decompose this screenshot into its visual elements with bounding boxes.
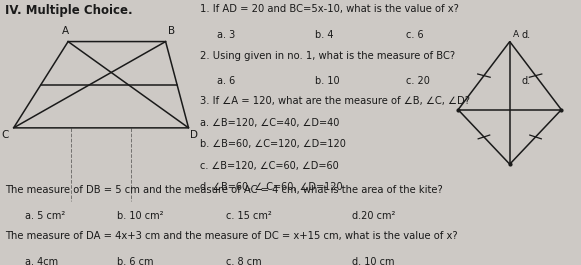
Text: B: B <box>168 26 175 36</box>
Text: a. 6: a. 6 <box>217 76 235 86</box>
Text: a. ∠B=120, ∠C=40, ∠D=40: a. ∠B=120, ∠C=40, ∠D=40 <box>200 118 339 128</box>
Text: C: C <box>1 130 9 140</box>
Text: IV. Multiple Choice.: IV. Multiple Choice. <box>5 4 132 17</box>
Text: D: D <box>191 130 198 140</box>
Text: b. 4: b. 4 <box>315 30 333 40</box>
Text: b. ∠B=60, ∠C=120, ∠D=120: b. ∠B=60, ∠C=120, ∠D=120 <box>200 139 346 149</box>
Text: a. 4cm: a. 4cm <box>25 257 58 265</box>
Text: 2. Using given in no. 1, what is the measure of BC?: 2. Using given in no. 1, what is the mea… <box>200 51 455 61</box>
Text: b. 6 cm: b. 6 cm <box>117 257 153 265</box>
Text: c. ∠B=120, ∠C=60, ∠D=60: c. ∠B=120, ∠C=60, ∠D=60 <box>200 161 339 171</box>
Text: 3. If ∠A = 120, what are the measure of ∠B, ∠C, ∠D?: 3. If ∠A = 120, what are the measure of … <box>200 96 470 106</box>
Text: a. 5 cm²: a. 5 cm² <box>25 211 65 221</box>
Text: b. 10: b. 10 <box>315 76 339 86</box>
Text: d.20 cm²: d.20 cm² <box>352 211 396 221</box>
Text: A: A <box>62 26 69 36</box>
Text: d. ∠B=60, ∠ C=60, ∠D=120: d. ∠B=60, ∠ C=60, ∠D=120 <box>200 182 343 192</box>
Text: d.: d. <box>521 30 530 40</box>
Text: A: A <box>512 30 519 39</box>
Text: d.: d. <box>521 76 530 86</box>
Text: c. 6: c. 6 <box>407 30 424 40</box>
Text: b. 10 cm²: b. 10 cm² <box>117 211 163 221</box>
Text: c. 15 cm²: c. 15 cm² <box>226 211 271 221</box>
Text: c. 8 cm: c. 8 cm <box>226 257 261 265</box>
Text: The measure of DA = 4x+3 cm and the measure of DC = x+15 cm, what is the value o: The measure of DA = 4x+3 cm and the meas… <box>5 231 458 241</box>
Text: c. 20: c. 20 <box>407 76 431 86</box>
Text: a. 3: a. 3 <box>217 30 235 40</box>
Text: The measure of DB = 5 cm and the measure of AC = 4 cm, what is the area of the k: The measure of DB = 5 cm and the measure… <box>5 185 443 195</box>
Text: d. 10 cm: d. 10 cm <box>352 257 394 265</box>
Text: 1. If AD = 20 and BC=5x-10, what is the value of x?: 1. If AD = 20 and BC=5x-10, what is the … <box>200 4 459 14</box>
